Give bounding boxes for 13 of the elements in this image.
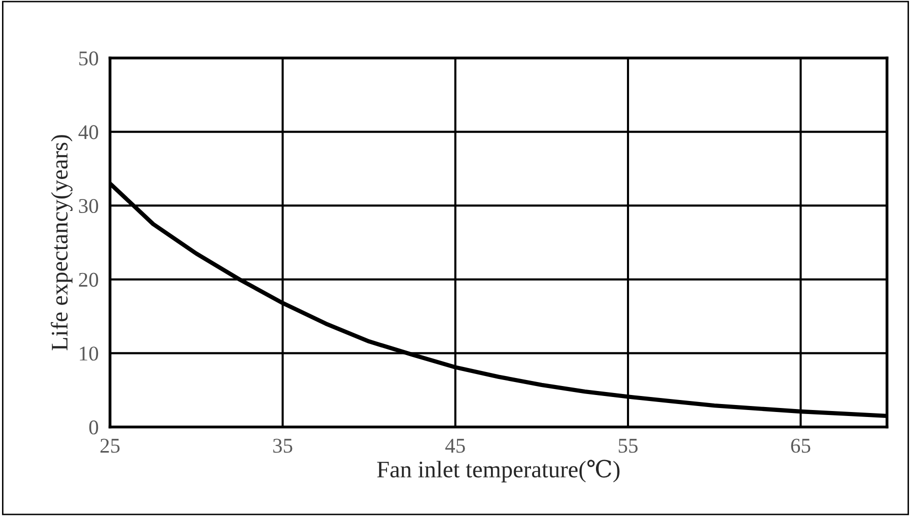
- x-tick-label: 25: [100, 438, 120, 453]
- y-tick-label: 50: [79, 51, 98, 66]
- x-axis-title: Fan inlet temperature(℃): [377, 460, 620, 482]
- y-tick-label: 0: [89, 420, 98, 434]
- y-tick-label: 30: [79, 198, 98, 214]
- x-tick-label: 35: [273, 438, 292, 453]
- y-tick-label: 10: [80, 346, 98, 361]
- y-tick-label: 40: [78, 125, 98, 140]
- x-tick-label: 45: [445, 438, 465, 453]
- x-tick-label: 65: [791, 438, 810, 453]
- y-tick-label: 20: [78, 272, 98, 287]
- x-tick-label: 55: [618, 438, 638, 453]
- y-axis-title: Life expectancy(years): [50, 135, 72, 350]
